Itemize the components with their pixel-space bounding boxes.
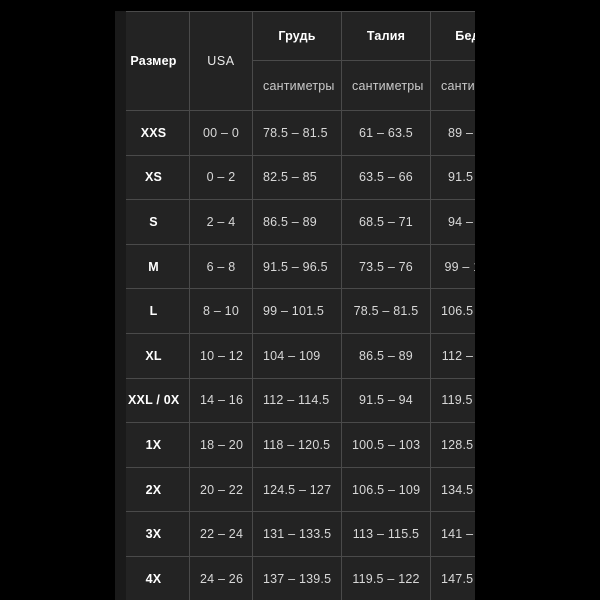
cell-usa: 0 – 2 <box>189 154 253 201</box>
column-header-bust: Грудь <box>252 11 342 61</box>
cell-waist: 113 – 115.5 <box>341 511 431 557</box>
cell-size: L <box>126 288 190 334</box>
cell-waist: 91.5 – 94 <box>341 377 431 424</box>
cell-hips: 128.5 – 131 <box>430 422 475 468</box>
cell-size: S <box>126 199 190 245</box>
cell-usa: 2 – 4 <box>189 199 253 245</box>
cell-hips: 91.5 – 94 <box>430 154 475 201</box>
cell-usa: 6 – 8 <box>189 243 253 290</box>
left-gutter <box>115 11 127 600</box>
cell-size: XL <box>126 332 190 379</box>
cell-usa: 24 – 26 <box>189 555 253 600</box>
cell-bust: 131 – 133.5 <box>252 511 342 557</box>
cell-hips: 141 – 143.5 <box>430 511 475 557</box>
cell-bust: 137 – 139.5 <box>252 555 342 600</box>
cell-size: XS <box>126 154 190 201</box>
cell-waist: 78.5 – 81.5 <box>341 288 431 334</box>
cell-waist: 68.5 – 71 <box>341 199 431 245</box>
cell-size: XXS <box>126 110 190 156</box>
cell-size: 1X <box>126 422 190 468</box>
cell-waist: 86.5 – 89 <box>341 332 431 379</box>
column-unit-bust: сантиметры <box>252 60 342 111</box>
cell-usa: 18 – 20 <box>189 422 253 468</box>
column-header-hips: Бедра <box>430 11 475 61</box>
header-row-names: Размер USA Грудь Талия Бедра <box>126 11 475 111</box>
cell-hips: 147.5 – 150 <box>430 555 475 600</box>
cell-bust: 124.5 – 127 <box>252 466 342 513</box>
cell-hips: 99 – 101.5 <box>430 243 475 290</box>
cell-hips: 112 – 114.5 <box>430 332 475 379</box>
column-unit-hips: сантиметры <box>430 60 475 111</box>
cell-usa: 14 – 16 <box>189 377 253 424</box>
cell-bust: 99 – 101.5 <box>252 288 342 334</box>
cell-usa: 22 – 24 <box>189 511 253 557</box>
cell-usa: 10 – 12 <box>189 332 253 379</box>
cell-bust: 112 – 114.5 <box>252 377 342 424</box>
cell-hips: 89 – 91.5 <box>430 110 475 156</box>
column-header-usa: USA <box>189 11 253 111</box>
cell-waist: 61 – 63.5 <box>341 110 431 156</box>
cell-hips: 134.5 – 137 <box>430 466 475 513</box>
cell-usa: 20 – 22 <box>189 466 253 513</box>
cell-size: M <box>126 243 190 290</box>
cell-waist: 119.5 – 122 <box>341 555 431 600</box>
cell-waist: 63.5 – 66 <box>341 154 431 201</box>
table-row: XXL / 0X 14 – 16 112 – 114.5 91.5 – 94 119.5… <box>126 377 475 424</box>
column-unit-waist: сантиметры <box>341 60 431 111</box>
table-header: Размер USA Грудь Талия Бедра сантиметры … <box>126 11 475 111</box>
cell-waist: 73.5 – 76 <box>341 243 431 290</box>
cell-waist: 106.5 – 109 <box>341 466 431 513</box>
cell-bust: 91.5 – 96.5 <box>252 243 342 290</box>
column-header-size: Размер <box>126 11 190 111</box>
cell-size: 4X <box>126 555 190 600</box>
cell-hips: 119.5 – 122 <box>430 377 475 424</box>
cell-bust: 78.5 – 81.5 <box>252 110 342 156</box>
cell-bust: 104 – 109 <box>252 332 342 379</box>
cell-hips: 94 – 96.5 <box>430 199 475 245</box>
cell-usa: 00 – 0 <box>189 110 253 156</box>
size-chart-scroll-viewport[interactable]: Размер USA Грудь Талия Бедра сантиметры … <box>126 11 475 600</box>
header-row-units: сантиметры сантиметры сантиметры <box>126 60 475 111</box>
cell-waist: 100.5 – 103 <box>341 422 431 468</box>
cell-bust: 118 – 120.5 <box>252 422 342 468</box>
size-chart-table: Размер USA Грудь Талия Бедра сантиметры … <box>126 11 475 600</box>
cell-size: XXL / 0X <box>126 377 190 424</box>
cell-size: 3X <box>126 511 190 557</box>
cell-usa: 8 – 10 <box>189 288 253 334</box>
cell-bust: 82.5 – 85 <box>252 154 342 201</box>
cell-size: 2X <box>126 466 190 513</box>
column-header-waist: Талия <box>341 11 431 61</box>
cell-bust: 86.5 – 89 <box>252 199 342 245</box>
cell-hips: 106.5 – 109 <box>430 288 475 334</box>
